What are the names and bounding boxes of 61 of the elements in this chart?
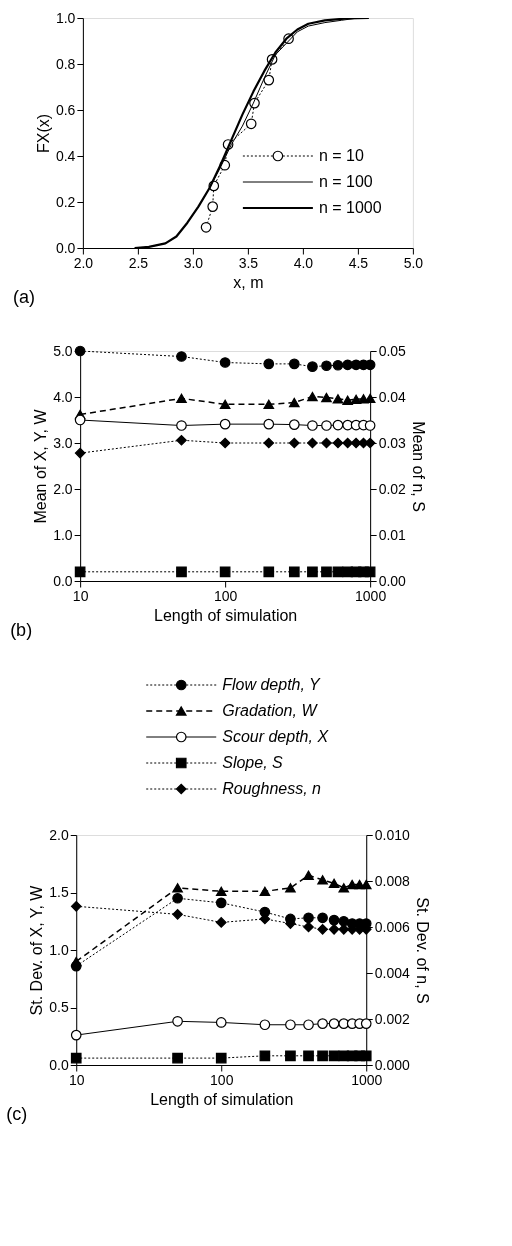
- y2-tick-label: 0.002: [374, 1010, 410, 1027]
- y2-tick-label: 0.004: [374, 964, 410, 981]
- x-tick-label: 5.0: [403, 254, 424, 271]
- legend-label: Scour depth, X: [222, 728, 330, 745]
- y2-tick-label: 0.006: [374, 918, 410, 935]
- y-tick-label: 0.0: [53, 572, 73, 589]
- y2-tick-label: 0.05: [378, 342, 407, 359]
- legend-label: n = 10: [318, 147, 364, 164]
- x-tick-label: 1000: [351, 1071, 383, 1088]
- y-tick-label: 4.0: [53, 388, 73, 405]
- x-axis-title: x, m: [233, 273, 264, 291]
- x-tick-label: 10: [68, 1071, 85, 1088]
- legend-label: Roughness, n: [222, 780, 322, 797]
- y-axis-title: FX(x): [34, 113, 52, 154]
- y2-axis-title: Mean of n, S: [409, 421, 427, 512]
- x-axis-title: Length of simulation: [154, 606, 298, 624]
- text: (c): [6, 1104, 28, 1124]
- x-tick-label: 4.0: [293, 254, 314, 271]
- text: (a): [12, 287, 35, 307]
- legend-label: n = 1000: [318, 199, 382, 216]
- y-tick-label: 0.4: [55, 147, 76, 164]
- y-tick-label: 2.0: [49, 826, 69, 843]
- y-tick-label: 0.6: [55, 101, 76, 118]
- x-tick-label: 2.0: [73, 254, 94, 271]
- y2-axis-title: St. Dev. of n, S: [413, 897, 431, 1004]
- x-tick-label: 4.5: [348, 254, 369, 271]
- y-tick-label: 3.0: [53, 434, 73, 451]
- x-axis-title: Length of simulation: [150, 1090, 294, 1108]
- y2-tick-label: 0.01: [378, 526, 407, 543]
- x-tick-label: 100: [213, 587, 238, 604]
- x-tick-label: 100: [210, 1071, 234, 1088]
- y-tick-label: 0.8: [55, 55, 76, 72]
- y2-tick-label: 0.02: [378, 480, 407, 497]
- y2-tick-label: 0.000: [374, 1056, 410, 1073]
- y-tick-label: 0.2: [55, 193, 76, 210]
- y-tick-label: 1.5: [49, 884, 69, 900]
- y-axis-title: Mean of X, Y, W: [32, 408, 50, 524]
- y2-tick-label: 0.008: [374, 872, 410, 889]
- legend-label: n = 100: [318, 173, 373, 190]
- x-tick-label: 10: [72, 587, 89, 604]
- x-tick-label: 3.5: [238, 254, 259, 271]
- y-axis-title: St. Dev. of X, Y, W: [28, 884, 46, 1016]
- y-tick-label: 1.0: [53, 526, 73, 543]
- y2-tick-label: 0.00: [378, 572, 407, 589]
- text: (b): [10, 620, 33, 640]
- y2-tick-label: 0.010: [374, 826, 410, 843]
- legend-label: Flow depth, Y: [222, 676, 322, 693]
- y2-tick-label: 0.03: [378, 434, 407, 451]
- y-tick-label: 1.0: [49, 941, 69, 958]
- x-tick-label: 3.0: [183, 254, 204, 271]
- legend-label: Slope, S: [222, 754, 284, 771]
- y-tick-label: 0.5: [49, 999, 69, 1015]
- y-tick-label: 0.0: [49, 1056, 69, 1073]
- y-tick-label: 5.0: [53, 342, 73, 359]
- legend-label: Gradation, W: [222, 702, 319, 719]
- x-tick-label: 2.5: [128, 254, 149, 271]
- y-tick-label: 2.0: [53, 480, 73, 497]
- x-tick-label: 1000: [355, 587, 387, 604]
- y-tick-label: 1.0: [55, 9, 76, 26]
- y-tick-label: 0.0: [55, 239, 76, 256]
- y2-tick-label: 0.04: [378, 388, 407, 405]
